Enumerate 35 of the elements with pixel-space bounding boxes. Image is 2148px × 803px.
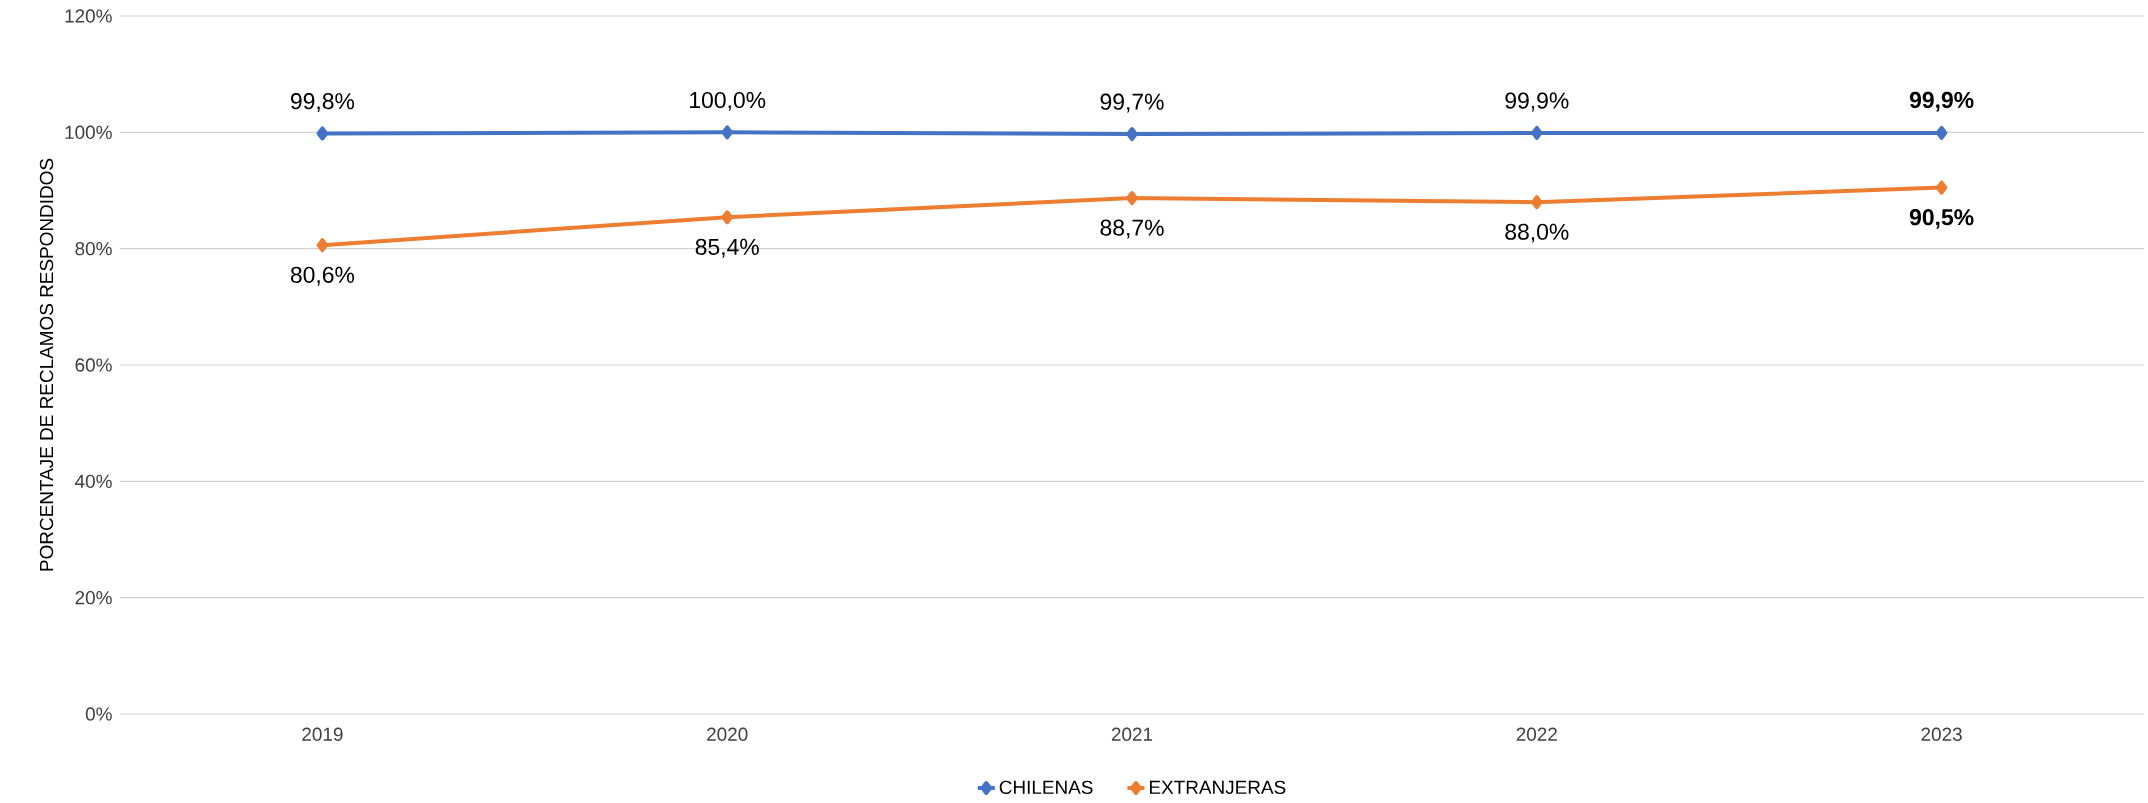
point xyxy=(1531,125,1543,140)
y-axis-title: PORCENTAJE DE RECLAMOS RESPONDIDOS xyxy=(39,158,54,571)
x-tick-label: 2020 xyxy=(707,727,748,741)
x-tick-label: 2019 xyxy=(302,727,343,741)
point xyxy=(316,126,329,141)
point xyxy=(1935,125,1948,140)
data-label: 99,7% xyxy=(1100,93,1164,113)
y-tick-label: 20% xyxy=(75,590,112,605)
legend-label: CHILENAS xyxy=(999,780,1093,795)
point xyxy=(1935,180,1948,195)
data-label: 88,0% xyxy=(1505,223,1569,243)
y-tick-label: 80% xyxy=(75,241,112,256)
data-label: 88,7% xyxy=(1100,219,1164,239)
y-tick-label: 60% xyxy=(75,358,112,372)
point xyxy=(721,210,733,225)
data-label: 90,5% xyxy=(1909,209,1974,229)
data-label: 99,9% xyxy=(1505,92,1569,112)
point xyxy=(721,125,733,140)
data-label: 80,6% xyxy=(290,266,355,286)
data-label: 99,9% xyxy=(1909,91,1974,112)
y-tick-label: 40% xyxy=(75,474,112,489)
x-tick-label: 2022 xyxy=(1516,727,1557,741)
data-label: 85,4% xyxy=(695,238,759,258)
data-label: 99,8% xyxy=(290,93,355,112)
point xyxy=(1126,191,1138,206)
legend-label: EXTRANJERAS xyxy=(1149,780,1286,795)
point xyxy=(1126,127,1138,142)
point xyxy=(316,238,329,253)
y-tick-label: 100% xyxy=(65,125,112,140)
data-label: 100,0% xyxy=(690,91,766,111)
y-tick-label: 120% xyxy=(65,9,112,23)
y-tick-label: 0% xyxy=(85,707,112,721)
point xyxy=(1531,195,1543,210)
x-tick-label: 2023 xyxy=(1921,727,1962,741)
x-tick-label: 2021 xyxy=(1111,727,1153,741)
